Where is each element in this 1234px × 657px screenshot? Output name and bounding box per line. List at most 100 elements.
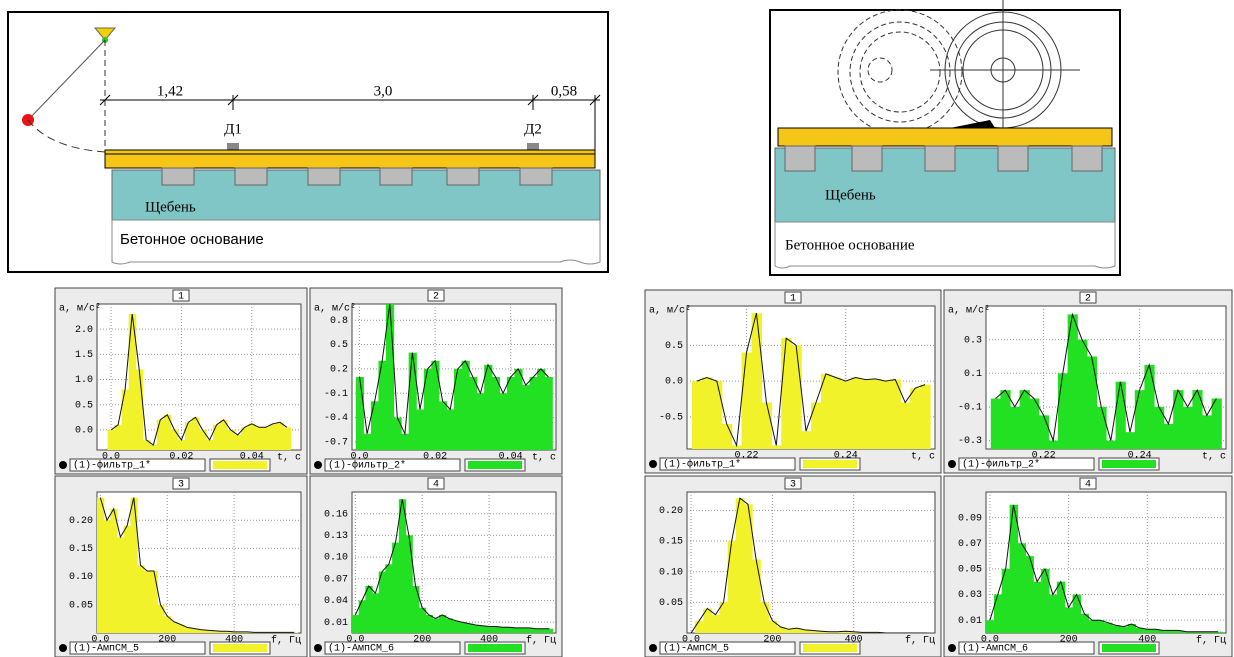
area-bar xyxy=(811,403,822,449)
x-axis-label: t, с xyxy=(911,452,935,463)
area-bar xyxy=(722,424,733,449)
area-bar xyxy=(513,628,520,633)
y-tick-label: 0.1 xyxy=(964,369,982,380)
area-bar xyxy=(831,378,842,450)
x-axis-label: f, Гц xyxy=(905,635,935,647)
area-bar xyxy=(1010,407,1020,449)
area-bar xyxy=(900,403,911,449)
y-tick-label: 0.05 xyxy=(659,598,683,609)
legend-dot xyxy=(59,644,67,652)
area-bar xyxy=(206,440,214,450)
area-bar xyxy=(416,409,424,450)
y-tick-label: -0.7 xyxy=(324,438,348,449)
area-bar xyxy=(880,381,891,449)
area-bar xyxy=(486,626,493,633)
x-axis-label: t, с xyxy=(1202,452,1226,463)
panel-number: 1 xyxy=(178,292,184,303)
area-bar xyxy=(431,361,439,450)
diagram-right: Щебень Бетонное основание xyxy=(770,0,1120,275)
area-bar xyxy=(507,377,515,450)
area-bar xyxy=(462,361,470,450)
area-bar xyxy=(439,615,446,633)
area-bar xyxy=(533,629,540,633)
area-bar xyxy=(1144,365,1154,449)
area-bar xyxy=(785,629,794,633)
area-bar xyxy=(537,369,545,450)
rail xyxy=(778,128,1112,146)
area-bar xyxy=(492,377,500,450)
area-bar xyxy=(751,313,762,449)
legend-dot xyxy=(948,460,956,468)
area-bar xyxy=(1143,629,1151,633)
area-bar xyxy=(771,445,782,449)
y-tick-label: 0.10 xyxy=(324,553,348,564)
area-bar xyxy=(108,430,116,450)
area-bar xyxy=(1096,407,1106,449)
area-bar xyxy=(365,586,372,633)
area-bar xyxy=(409,353,417,450)
area-bar xyxy=(1125,432,1135,449)
area-bar xyxy=(539,629,546,633)
sensor xyxy=(527,143,539,150)
y-tick-label: 0.13 xyxy=(324,531,348,542)
chart-panel: 40.010.040.070.100.130.160.0200400f, Гц(… xyxy=(310,476,562,657)
area-bar xyxy=(1049,595,1057,633)
area-bar xyxy=(492,626,499,633)
area-bar xyxy=(459,622,466,633)
area-bar xyxy=(1164,424,1174,449)
area-bar xyxy=(1039,415,1049,449)
y-tick-label: 0.5 xyxy=(75,400,93,411)
area-bar xyxy=(466,624,473,633)
y-tick-label: -0.5 xyxy=(659,412,683,423)
area-bar xyxy=(1183,407,1193,449)
y-tick-label: -0.1 xyxy=(324,389,348,400)
y-tick-label: 0.09 xyxy=(958,513,982,524)
y-tick-label: -0.4 xyxy=(324,413,348,424)
y-tick-label: 0.07 xyxy=(324,574,348,585)
ballast-label: Щебень xyxy=(145,199,196,215)
y-tick-label: 0.05 xyxy=(958,565,982,576)
y-tick-label: 0.8 xyxy=(330,316,348,327)
area-bar xyxy=(394,418,402,450)
diagram-left: 1,42 3,0 0,58 Д1 Д2 Щебень Бетонное осно… xyxy=(8,12,608,272)
area-bar xyxy=(986,620,994,633)
area-bar xyxy=(432,619,439,633)
area-bar xyxy=(484,365,492,450)
area-bar xyxy=(1112,625,1120,633)
sensor-label: Д2 xyxy=(524,121,542,137)
area-bar xyxy=(1057,582,1065,633)
area-bar xyxy=(401,434,409,450)
area-bar xyxy=(363,434,371,450)
y-axis-label: a, м/с² xyxy=(948,305,990,317)
y-axis-label: a, м/с² xyxy=(314,303,356,315)
area-bar xyxy=(171,430,179,450)
y-tick-label: 1.5 xyxy=(75,350,93,361)
area-bar xyxy=(144,571,151,633)
area-bar xyxy=(920,385,931,449)
area-bar xyxy=(530,377,538,450)
area-bar xyxy=(234,435,242,450)
area-bar xyxy=(791,345,802,449)
x-axis-label: f, Гц xyxy=(1196,635,1226,647)
area-bar xyxy=(1212,399,1222,449)
area-bar xyxy=(506,627,513,633)
area-bar xyxy=(439,401,447,450)
area-bar xyxy=(276,422,284,450)
area-bar xyxy=(122,390,130,450)
area-bar xyxy=(412,586,419,633)
area-bar xyxy=(352,615,359,633)
area-bar xyxy=(178,440,186,450)
area-bar xyxy=(452,621,459,633)
area-bar xyxy=(801,431,812,449)
y-tick-label: 0.03 xyxy=(958,590,982,601)
area-bar xyxy=(768,621,777,633)
panel-number: 3 xyxy=(178,480,184,491)
area-bar xyxy=(871,379,882,449)
panel-number: 2 xyxy=(1085,294,1091,305)
panel-number: 1 xyxy=(790,294,796,305)
y-tick-label: 0.01 xyxy=(958,616,982,627)
